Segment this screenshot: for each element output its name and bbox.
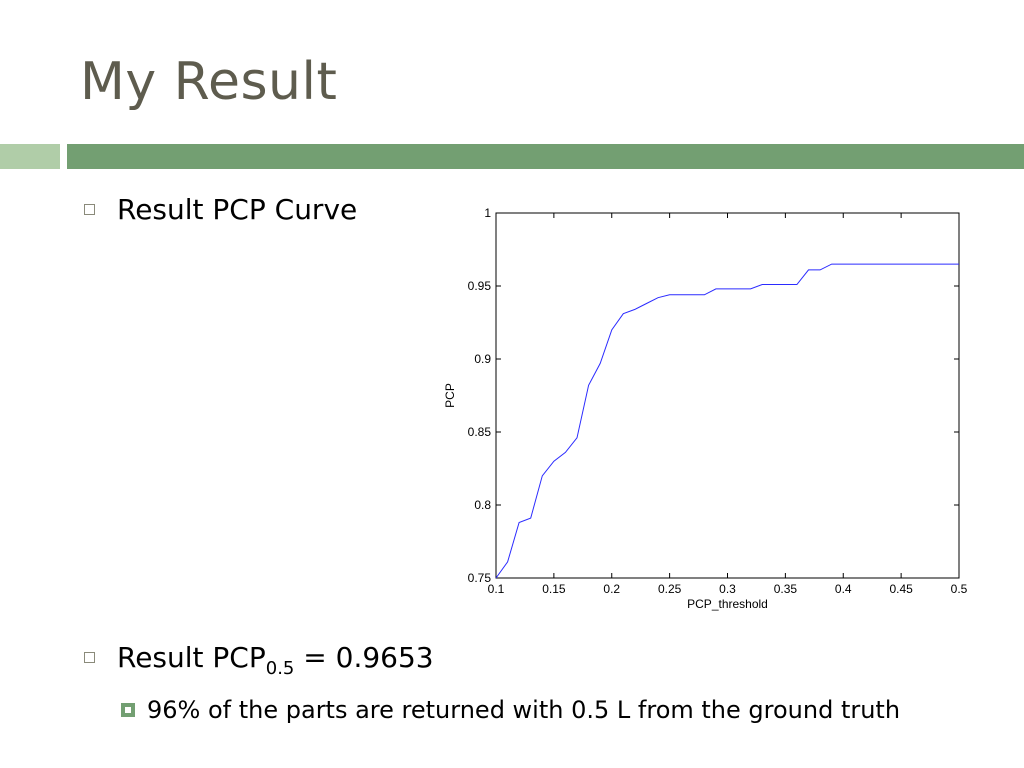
hollow-square-bullet-icon [84, 204, 95, 215]
y-tick-label: 1 [484, 206, 491, 220]
pcp-series-line [495, 263, 959, 579]
pcp-subscript: 0.5 [265, 658, 295, 679]
x-tick-label: 0.2 [603, 582, 620, 596]
bullet-result-pcp-value: Result PCP0.5 = 0.9653 [84, 641, 434, 678]
hollow-square-bullet-icon [84, 652, 95, 663]
y-tick-label: 0.8 [474, 498, 491, 512]
x-tick-label: 0.5 [951, 582, 968, 596]
pcp-value: = 0.9653 [294, 641, 434, 674]
filled-square-bullet-icon [121, 703, 135, 717]
x-tick-label: 0.15 [542, 582, 566, 596]
title-underline-accent-light [0, 144, 60, 169]
slide-title: My Result [80, 52, 338, 112]
title-underline-accent-dark [67, 144, 1024, 169]
bullet-result-pcp-curve: Result PCP Curve [84, 193, 357, 226]
x-tick-label: 0.25 [658, 582, 682, 596]
y-tick-label: 0.75 [468, 571, 492, 585]
y-tick-label: 0.95 [468, 279, 492, 293]
pcp-curve-svg: 0.1 0.15 0.2 0.25 0.3 0.35 0.4 0.45 0.5 0.75 0.8 0.… [443, 206, 968, 611]
x-tick-label: 0.3 [719, 582, 736, 596]
plot-frame [495, 212, 960, 579]
x-tick-label: 0.35 [774, 582, 798, 596]
x-axis-label: PCP_threshold [687, 597, 768, 611]
pcp-label: Result PCP [117, 641, 266, 674]
y-axis-label: PCP [443, 383, 457, 408]
y-tick-label: 0.9 [474, 352, 491, 366]
sub-bullet-text: 96% of the parts are returned with 0.5 L… [147, 696, 901, 724]
x-tick-label: 0.4 [835, 582, 852, 596]
x-tick-label: 0.1 [488, 582, 505, 596]
y-tick-label: 0.85 [468, 425, 492, 439]
bullet-text: Result PCP Curve [117, 193, 358, 226]
x-tick-label: 0.45 [889, 582, 913, 596]
sub-bullet-explanation: 96% of the parts are returned with 0.5 L… [121, 696, 900, 724]
bullet-text: Result PCP0.5 = 0.9653 [117, 641, 434, 678]
pcp-chart: 0.1 0.15 0.2 0.25 0.3 0.35 0.4 0.45 0.5 0.75 0.8 0.… [430, 200, 990, 630]
